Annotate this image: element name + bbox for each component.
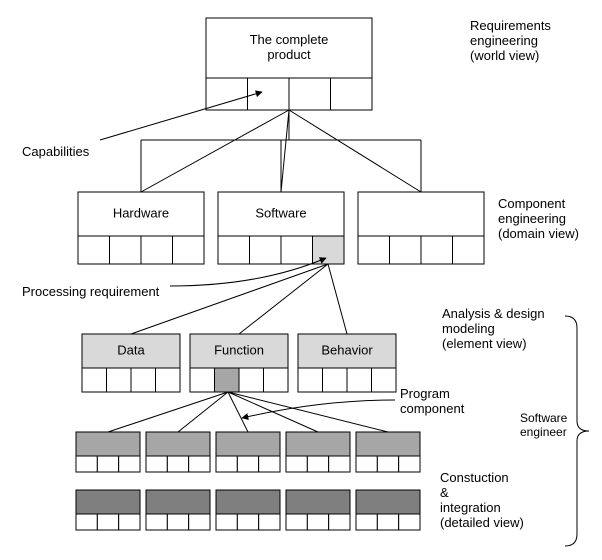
node-label-data: Data [117, 343, 145, 358]
callout-label: Capabilities [22, 144, 90, 159]
node-r4c1 [76, 432, 140, 472]
node-root: The completeproduct [206, 18, 372, 110]
node-r4c4 [286, 432, 350, 472]
node-r4c2 [146, 432, 210, 472]
edge [178, 392, 228, 432]
edge [228, 392, 388, 432]
node-r5c1 [76, 490, 140, 530]
edge [141, 110, 289, 192]
side-label: Analysis & designmodeling(element view) [442, 306, 545, 351]
brace [565, 316, 589, 546]
node-label-hw: Hardware [113, 206, 169, 221]
node-r5c3 [216, 490, 280, 530]
side-label: Constuction&integration(detailed view) [440, 470, 524, 530]
edge [239, 264, 328, 334]
node-r4c5 [356, 432, 420, 472]
node-r5c4 [286, 490, 350, 530]
edge [289, 110, 421, 192]
node-blk [358, 192, 484, 264]
callout-label: Processing requirement [22, 284, 160, 299]
edge [108, 392, 228, 432]
callout-arrow [242, 400, 395, 418]
side-label: Requirementsengineering(world view) [470, 18, 551, 63]
node-label-beh: Behavior [321, 343, 373, 358]
callout-label: Programcomponent [400, 386, 465, 416]
node-r4c3 [216, 432, 280, 472]
edge [228, 392, 248, 432]
callout-arrow [100, 92, 262, 140]
edge [281, 110, 289, 192]
node-label-func: Function [214, 343, 264, 358]
node-beh: Behavior [298, 334, 396, 392]
diagram-canvas: The completeproduct Hardware Software Data F… [0, 0, 602, 560]
node-r5c5 [356, 490, 420, 530]
node-hw: Hardware [78, 192, 204, 264]
side-label: Componentengineering(domain view) [498, 196, 579, 241]
edge [328, 264, 347, 334]
node-label-sw: Software [255, 206, 306, 221]
node-func: Function [190, 334, 288, 392]
brace-label: Softwareengineer [520, 411, 568, 439]
node-data: Data [82, 334, 180, 392]
edge [131, 264, 328, 334]
node-r5c2 [146, 490, 210, 530]
node-sw: Software [218, 192, 344, 264]
